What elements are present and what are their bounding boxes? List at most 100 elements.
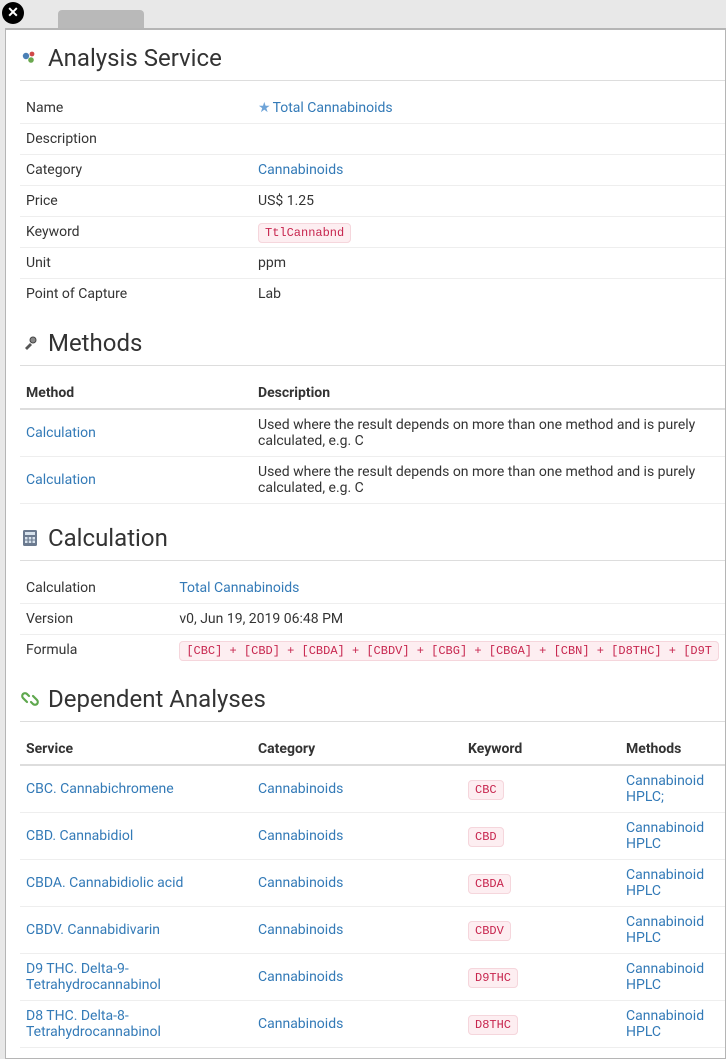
- field-label: Formula: [20, 635, 173, 666]
- table-row: D9 THC. Delta-9-Tetrahydrocannabinol Cann…: [20, 954, 725, 1001]
- methods-link[interactable]: Cannabinoid HPLC: [626, 914, 704, 946]
- table-row: Calculation Used where the result depends…: [20, 409, 725, 457]
- section-analysis-service: Analysis Service: [20, 44, 725, 81]
- dependent-table: Service Category Keyword Methods CBC. Ca…: [20, 734, 725, 1048]
- service-cell: D8 THC. Delta-8-Tetrahydrocannabinol: [20, 1001, 252, 1048]
- service-cell: CBDV. Cannabidivarin: [20, 907, 252, 954]
- field-label: Description: [20, 124, 252, 155]
- close-icon[interactable]: ✕: [2, 2, 24, 24]
- service-link[interactable]: CBDV. Cannabidivarin: [26, 922, 160, 938]
- calculation-link[interactable]: Total Cannabinoids: [179, 580, 299, 596]
- field-label: Version: [20, 604, 173, 635]
- field-value: [252, 124, 725, 155]
- category-link[interactable]: Cannabinoids: [258, 828, 343, 844]
- methods-link[interactable]: Cannabinoid HPLC: [626, 1008, 704, 1040]
- calculator-icon: [20, 528, 40, 548]
- keyword-code: D8THC: [468, 1015, 518, 1035]
- service-link[interactable]: CBC. Cannabichromene: [26, 781, 174, 797]
- keyword-code: D9THC: [468, 968, 518, 988]
- field-value: Cannabinoids: [252, 155, 725, 186]
- methods-cell: Cannabinoid HPLC: [620, 860, 725, 907]
- description-cell: Used where the result depends on more th…: [252, 409, 725, 457]
- calculation-table: Calculation Total Cannabinoids Version v…: [20, 573, 725, 665]
- section-title: Analysis Service: [48, 44, 222, 72]
- table-row: Category Cannabinoids: [20, 155, 725, 186]
- table-row: Calculation Total Cannabinoids: [20, 573, 725, 604]
- category-cell: Cannabinoids: [252, 954, 462, 1001]
- keyword-code: TtlCannabnd: [258, 223, 351, 243]
- category-cell: Cannabinoids: [252, 813, 462, 860]
- keyword-cell: D9THC: [462, 954, 620, 1001]
- service-cell: CBD. Cannabidiol: [20, 813, 252, 860]
- field-label: Calculation: [20, 573, 173, 604]
- section-title: Calculation: [48, 524, 168, 552]
- section-methods: Methods: [20, 329, 725, 366]
- field-label: Price: [20, 186, 252, 217]
- field-label: Name: [20, 93, 252, 124]
- methods-link[interactable]: Cannabinoid HPLC: [626, 867, 704, 899]
- table-row: Description: [20, 124, 725, 155]
- pin-icon: [20, 333, 40, 353]
- field-value: TtlCannabnd: [252, 217, 725, 248]
- service-link[interactable]: D9 THC. Delta-9-Tetrahydrocannabinol: [26, 961, 161, 993]
- section-title: Methods: [48, 329, 142, 357]
- methods-cell: Cannabinoid HPLC: [620, 954, 725, 1001]
- method-link[interactable]: Calculation: [26, 425, 96, 441]
- description-cell: Used where the result depends on more th…: [252, 457, 725, 504]
- category-link[interactable]: Cannabinoids: [258, 875, 343, 891]
- category-link[interactable]: Cannabinoids: [258, 781, 343, 797]
- analysis-service-table: Name ★Total Cannabinoids Description Cat…: [20, 93, 725, 309]
- field-label: Keyword: [20, 217, 252, 248]
- flask-icon: [20, 48, 40, 68]
- name-link[interactable]: Total Cannabinoids: [273, 100, 393, 116]
- table-row: CBD. Cannabidiol Cannabinoids CBD Cannabino…: [20, 813, 725, 860]
- category-cell: Cannabinoids: [252, 860, 462, 907]
- method-cell: Calculation: [20, 457, 252, 504]
- table-row: D8 THC. Delta-8-Tetrahydrocannabinol Cann…: [20, 1001, 725, 1048]
- col-service: Service: [20, 734, 252, 765]
- category-link[interactable]: Cannabinoids: [258, 922, 343, 938]
- keyword-code: CBD: [468, 827, 504, 847]
- section-title: Dependent Analyses: [48, 685, 266, 713]
- field-label: Unit: [20, 248, 252, 279]
- field-value: Lab: [252, 279, 725, 310]
- section-dependent-analyses: Dependent Analyses: [20, 685, 725, 722]
- col-keyword: Keyword: [462, 734, 620, 765]
- methods-link[interactable]: Cannabinoid HPLC;: [626, 773, 704, 805]
- method-link[interactable]: Calculation: [26, 472, 96, 488]
- col-category: Category: [252, 734, 462, 765]
- service-cell: CBDA. Cannabidiolic acid: [20, 860, 252, 907]
- table-row: Unit ppm: [20, 248, 725, 279]
- service-link[interactable]: CBD. Cannabidiol: [26, 828, 133, 844]
- service-link[interactable]: CBDA. Cannabidiolic acid: [26, 875, 183, 891]
- methods-link[interactable]: Cannabinoid HPLC: [626, 961, 704, 993]
- keyword-code: CBDV: [468, 921, 511, 941]
- service-link[interactable]: D8 THC. Delta-8-Tetrahydrocannabinol: [26, 1008, 161, 1040]
- field-value: US$ 1.25: [252, 186, 725, 217]
- table-row: CBC. Cannabichromene Cannabinoids CBC Canna…: [20, 765, 725, 813]
- category-link[interactable]: Cannabinoids: [258, 969, 343, 985]
- link-icon: [20, 689, 40, 709]
- keyword-code: CBC: [468, 780, 504, 800]
- table-row: CBDV. Cannabidivarin Cannabinoids CBDV Cann…: [20, 907, 725, 954]
- methods-link[interactable]: Cannabinoid HPLC: [626, 820, 704, 852]
- table-row: Formula [CBC] + [CBD] + [CBDA] + [CBDV] …: [20, 635, 725, 666]
- field-value: ppm: [252, 248, 725, 279]
- table-row: CBDA. Cannabidiolic acidCannabinoidsCBDA…: [20, 860, 725, 907]
- field-value: v0, Jun 19, 2019 06:48 PM: [173, 604, 725, 635]
- formula-code: [CBC] + [CBD] + [CBDA] + [CBDV] + [CBG] …: [179, 641, 719, 661]
- table-row: Calculation Used where the result depends…: [20, 457, 725, 504]
- star-icon: ★: [258, 100, 271, 116]
- tab-stub[interactable]: [58, 10, 144, 28]
- category-link[interactable]: Cannabinoids: [258, 162, 343, 178]
- table-row: Point of Capture Lab: [20, 279, 725, 310]
- field-label: Category: [20, 155, 252, 186]
- keyword-cell: CBD: [462, 813, 620, 860]
- detail-panel: Analysis Service Name ★Total Cannabinoid…: [5, 28, 726, 1059]
- keyword-cell: CBDV: [462, 907, 620, 954]
- table-row: Version v0, Jun 19, 2019 06:48 PM: [20, 604, 725, 635]
- category-link[interactable]: Cannabinoids: [258, 1016, 343, 1032]
- field-value: Total Cannabinoids: [173, 573, 725, 604]
- method-cell: Calculation: [20, 409, 252, 457]
- col-methods: Methods: [620, 734, 725, 765]
